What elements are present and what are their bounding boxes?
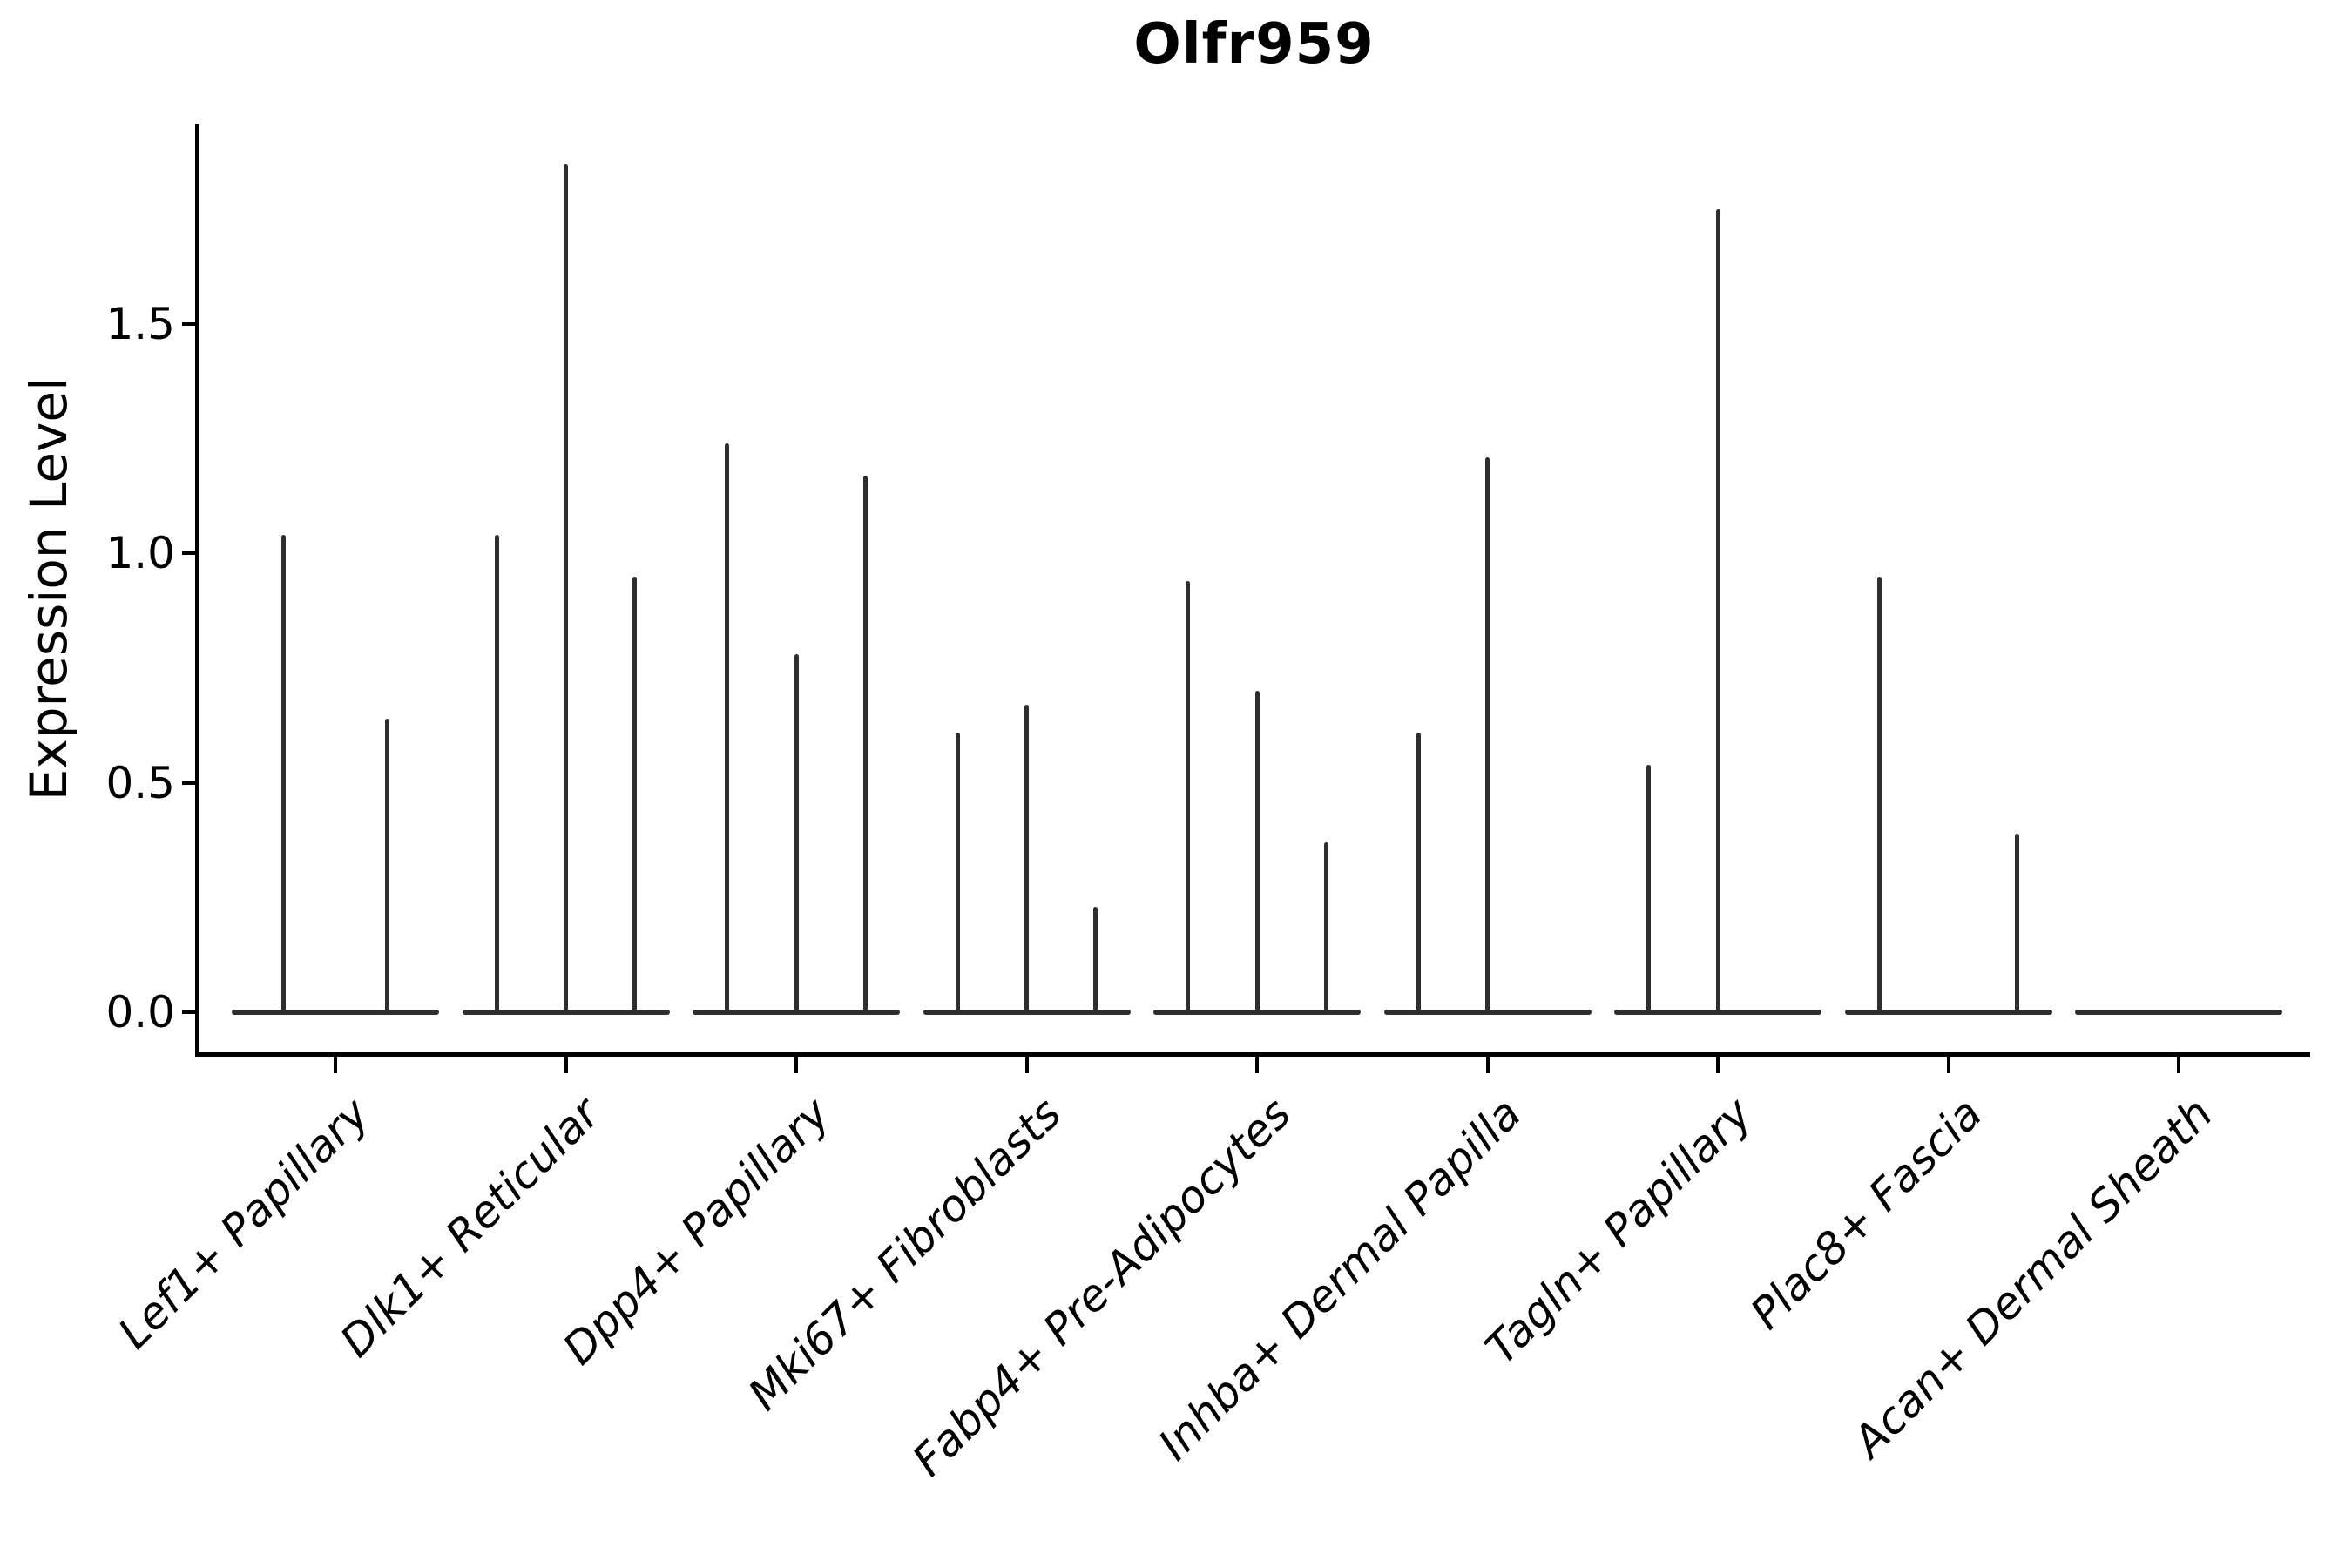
violin-spike [1186, 580, 1191, 1014]
violin-spike [1876, 576, 1882, 1014]
violin-spike [564, 163, 568, 1014]
x-tick-mark [564, 1057, 568, 1073]
y-tick-mark [182, 321, 198, 326]
y-tick-label: 1.0 [105, 528, 175, 579]
violin-spike [862, 475, 868, 1014]
x-tick-mark [1485, 1057, 1490, 1073]
violin-spike [632, 576, 638, 1014]
y-tick-label: 1.5 [105, 298, 175, 349]
violin-baseline [232, 1010, 439, 1015]
violin-baseline [2075, 1010, 2282, 1015]
violin-spike [1093, 906, 1098, 1014]
violin-spike [1254, 691, 1260, 1014]
violin-spike [794, 654, 799, 1014]
violin-spike [955, 732, 960, 1014]
violin-spike [1024, 705, 1029, 1014]
violin-spike [494, 535, 499, 1014]
violin-spike [1646, 764, 1652, 1014]
x-tick-mark [2177, 1057, 2180, 1073]
violin-spike [281, 535, 286, 1014]
y-axis-spine [195, 124, 199, 1057]
y-axis-label: Expression Level [19, 376, 78, 801]
y-tick-mark [182, 551, 198, 556]
x-tick-mark [1946, 1057, 1950, 1073]
violin-baseline [1844, 1010, 2052, 1015]
violin-spike [2015, 833, 2020, 1014]
x-category-label: Dlk1+ Reticular [330, 1088, 610, 1367]
y-tick-mark [182, 1010, 198, 1014]
violin-spike [1416, 732, 1421, 1014]
violin-spike [1323, 842, 1328, 1014]
x-tick-mark [1255, 1057, 1259, 1073]
y-tick-mark [182, 781, 198, 785]
x-axis-spine [195, 1052, 2310, 1057]
violin-spike [725, 443, 730, 1014]
x-tick-mark [794, 1057, 798, 1073]
x-tick-mark [1716, 1057, 1720, 1073]
y-tick-label: 0.5 [105, 757, 175, 808]
x-tick-mark [334, 1057, 337, 1073]
y-tick-label: 0.0 [105, 987, 175, 1037]
x-category-label: Lef1+ Papillary [108, 1088, 380, 1359]
violin-spike [1715, 209, 1720, 1014]
x-category-label: Fabp4+ Pre-Adipocytes [902, 1088, 1301, 1486]
violin-spike [385, 718, 389, 1014]
x-category-label: Plac8+ Fascia [1740, 1088, 1992, 1340]
x-tick-mark [1024, 1057, 1029, 1073]
plot-title: Olfr959 [1133, 12, 1375, 77]
violin-spike [1485, 456, 1490, 1014]
